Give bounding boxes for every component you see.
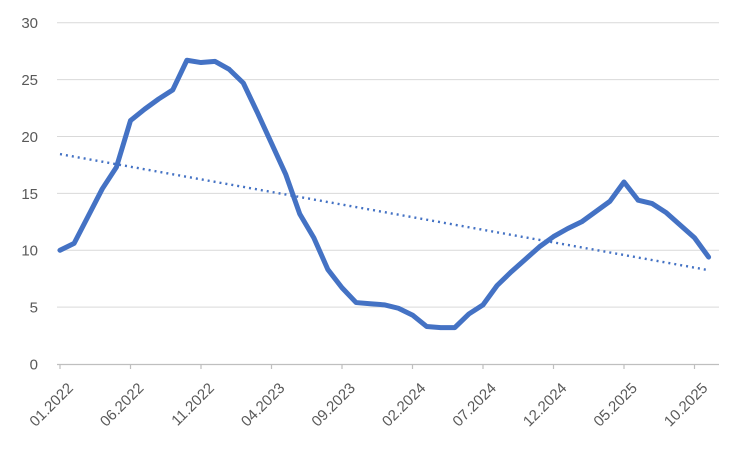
x-axis-label: 02.2024 — [379, 380, 429, 430]
data-line — [57, 57, 712, 331]
y-axis-label: 10 — [21, 243, 38, 260]
x-axis-label: 05.2025 — [590, 380, 640, 430]
x-axis-label: 06.2022 — [97, 380, 147, 430]
y-axis-label: 0 — [30, 357, 38, 374]
x-axis-label: 10.2025 — [661, 380, 711, 430]
y-axis-label: 25 — [21, 72, 38, 89]
y-axis-label: 30 — [21, 15, 38, 32]
x-axis-label: 04.2023 — [238, 380, 288, 430]
y-axis-label: 20 — [21, 129, 38, 146]
y-axis-label: 15 — [21, 186, 38, 203]
x-axis-label: 09.2023 — [308, 380, 358, 430]
x-axis-label: 11.2022 — [168, 380, 218, 430]
trend-line — [59, 152, 709, 272]
x-axis-label: 12.2024 — [520, 380, 570, 430]
y-axis-label: 5 — [30, 300, 38, 317]
x-axis-label: 01.2022 — [26, 380, 76, 430]
x-axis-label: 07.2024 — [449, 380, 499, 430]
